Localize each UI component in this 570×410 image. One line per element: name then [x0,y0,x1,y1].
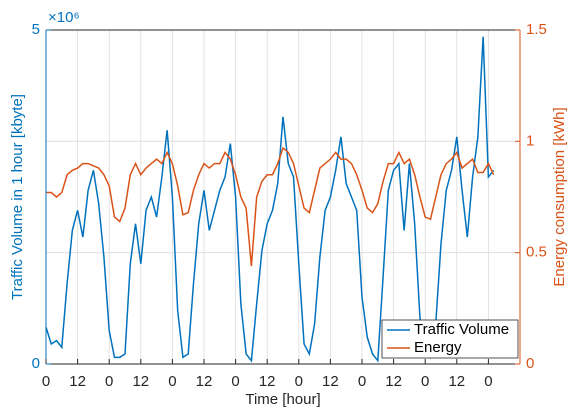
y2-tick-label: 0 [526,355,534,372]
y-exponent: ×10⁶ [48,9,80,26]
y2-tick-label: 1.5 [526,21,547,38]
legend-label: Traffic Volume [414,321,509,338]
x-tick-label: 0 [42,373,50,390]
y2-axis-label: Energy consumption [kWh] [551,107,568,286]
x-tick-label: 12 [448,373,465,390]
y-tick-label: 5 [32,21,40,38]
x-tick-label: 12 [196,373,213,390]
y2-tick-label: 1 [526,132,534,149]
x-tick-label: 0 [484,373,492,390]
data-line [46,146,495,267]
legend-label: Energy [414,339,462,356]
x-tick-label: 0 [168,373,176,390]
x-tick-label: 12 [322,373,339,390]
x-tick-label: 12 [132,373,149,390]
x-tick-label: 0 [295,373,303,390]
x-tick-label: 12 [385,373,402,390]
x-tick-label: 12 [259,373,276,390]
x-tick-label: 0 [231,373,239,390]
x-tick-label: 0 [421,373,429,390]
y-axis-label: Traffic Volume in 1 hour [kbyte] [9,94,26,300]
data-line [45,36,495,363]
x-axis-label: Time [hour] [245,391,320,408]
x-tick-label: 0 [358,373,366,390]
y-tick-label: 0 [32,355,40,372]
y2-tick-label: 0.5 [526,244,547,261]
x-tick-label: 0 [105,373,113,390]
x-tick-label: 12 [69,373,86,390]
legend-box [381,319,519,359]
